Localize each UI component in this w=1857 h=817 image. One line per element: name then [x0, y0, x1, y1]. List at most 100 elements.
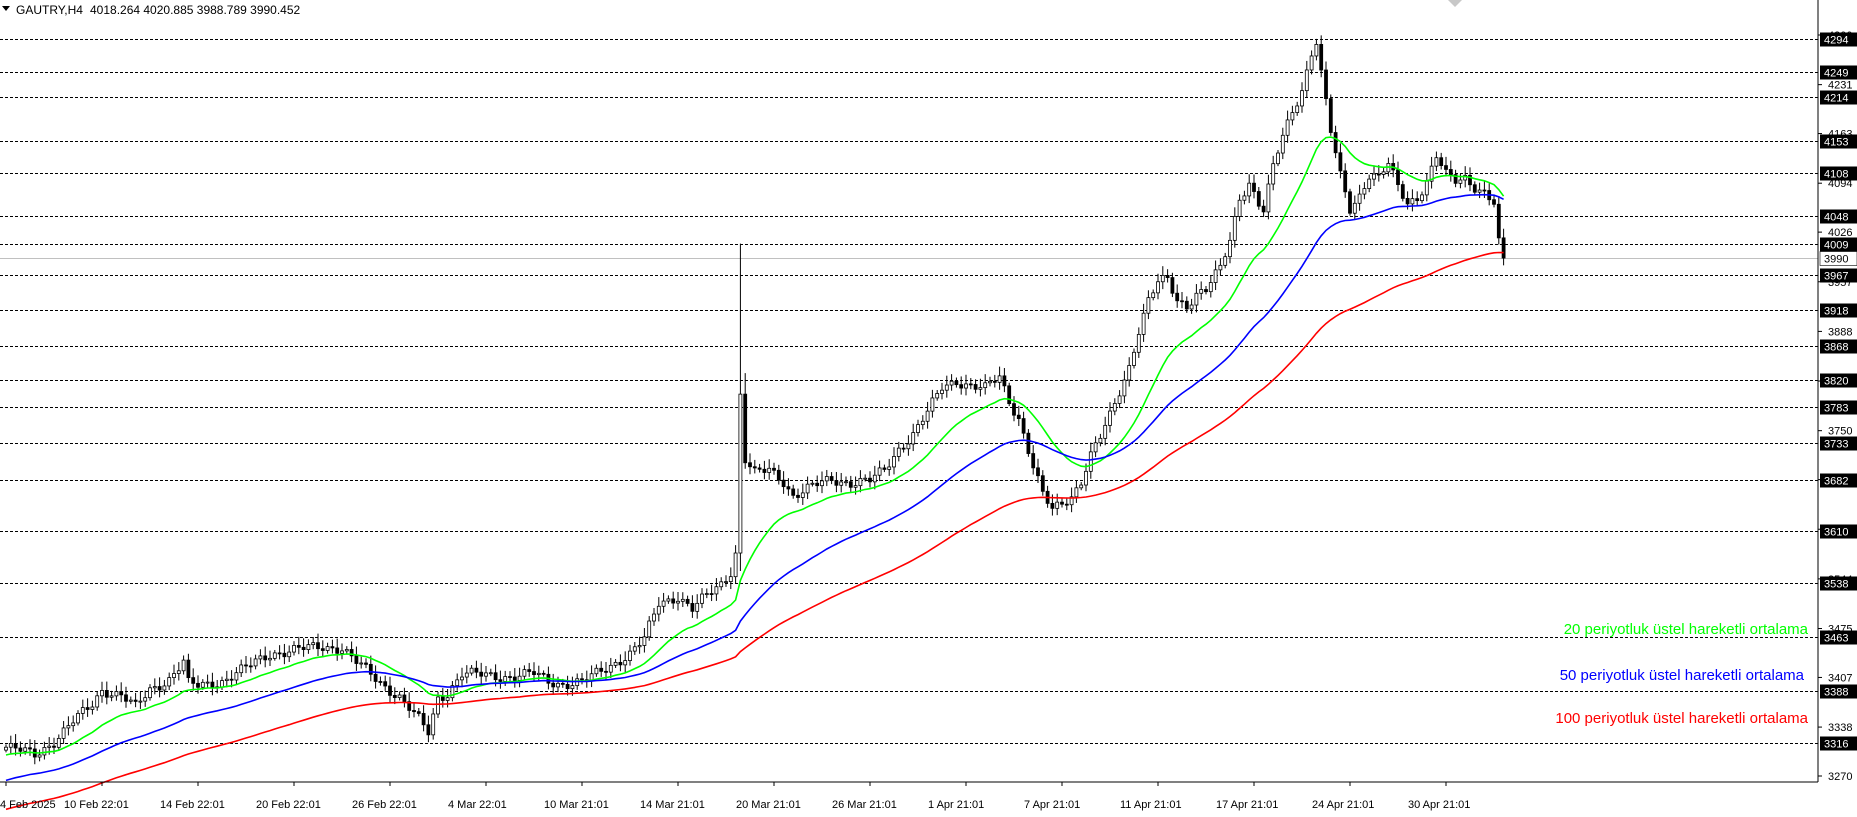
price-tick-label: 3750	[1828, 426, 1852, 438]
candle-body	[431, 713, 436, 736]
candle-body	[637, 645, 642, 648]
level-badge	[1820, 473, 1857, 488]
candle-body	[220, 680, 224, 688]
time-tick-label: 24 Apr 21:01	[1312, 799, 1374, 811]
candle-body	[1266, 183, 1271, 213]
candle-body	[114, 691, 119, 697]
dropdown-triangle-icon[interactable]	[2, 6, 10, 11]
candle-body	[820, 480, 824, 487]
level-badge-label: 3733	[1824, 439, 1848, 451]
candle-body	[368, 663, 373, 675]
candle-body	[983, 382, 988, 389]
candle-body	[1156, 281, 1160, 294]
time-tick-label: 26 Feb 22:01	[352, 799, 417, 811]
level-badge	[1820, 576, 1857, 591]
candle-body	[229, 678, 234, 681]
candle-body	[383, 681, 388, 687]
candle-body	[1482, 189, 1487, 192]
candle-body	[608, 664, 613, 673]
candle-body	[13, 743, 18, 749]
candle-body	[570, 685, 575, 690]
candle-body	[1232, 216, 1237, 241]
candle-body	[1175, 292, 1180, 302]
candle-body	[311, 642, 316, 646]
candle-body	[858, 478, 863, 487]
candle-body	[349, 649, 354, 657]
candle-body	[954, 380, 959, 386]
candle-body	[863, 477, 868, 480]
candle-body	[402, 694, 407, 703]
level-badge-label: 3316	[1824, 739, 1848, 751]
price-tick-label: 3888	[1828, 326, 1852, 338]
candle-body	[90, 706, 95, 710]
level-badge-label: 4048	[1824, 212, 1848, 224]
candle-body	[992, 380, 997, 383]
candle-body	[1012, 403, 1016, 416]
candle-body	[416, 711, 421, 714]
candle-body	[796, 494, 800, 498]
level-badge	[1820, 65, 1857, 80]
candle-body	[1040, 475, 1045, 492]
candle-body	[335, 647, 340, 654]
candle-body	[1228, 239, 1232, 258]
candle-body	[4, 746, 8, 751]
candle-body	[109, 695, 114, 698]
candle-body	[704, 593, 709, 595]
level-badge	[1820, 237, 1857, 252]
candle-body	[224, 678, 229, 681]
candle-body	[143, 697, 148, 702]
candle-body	[138, 700, 143, 703]
time-tick-label: 11 Apr 21:01	[1120, 799, 1182, 811]
candle-body	[517, 675, 522, 681]
candle-body	[618, 661, 623, 666]
candle-body	[623, 660, 628, 666]
candle-body	[421, 713, 426, 726]
legend-ema100: 100 periyotluk üstel hareketli ortalama	[1555, 710, 1808, 727]
candle-body	[378, 681, 383, 683]
candle-body	[1501, 237, 1506, 259]
level-badge	[1820, 90, 1857, 105]
scroll-marker-icon[interactable]	[1448, 0, 1462, 7]
legend-ema50: 50 periyotluk üstel hareketli ortalama	[1560, 667, 1805, 684]
candle-body	[1021, 418, 1026, 434]
plot-area[interactable]	[4, 35, 1506, 765]
candle-body	[666, 598, 671, 602]
candle-body	[61, 727, 66, 739]
time-tick-label: 20 Feb 22:01	[256, 799, 321, 811]
level-badge-label: 4153	[1824, 137, 1848, 149]
candle-body	[1112, 403, 1117, 412]
candle-body	[1256, 191, 1261, 207]
time-tick-label: 26 Mar 21:01	[832, 799, 897, 811]
candle-body	[292, 645, 296, 653]
candle-body	[1434, 157, 1439, 167]
candle-body	[71, 722, 76, 727]
candle-body	[56, 738, 61, 748]
chart-header[interactable]: GAUTRY,H4 4018.264 4020.885 3988.789 399…	[2, 3, 301, 17]
candle-body	[916, 424, 920, 433]
candle-body	[191, 677, 196, 684]
candle-body	[935, 393, 940, 399]
price-tick-label: 3338	[1828, 722, 1852, 734]
candle-body	[1357, 193, 1362, 204]
candle-body	[536, 672, 541, 675]
time-axis: 4 Feb 2025 10 Feb 22:01 14 Feb 22:01 20 Feb…	[0, 781, 1818, 811]
candle-body	[488, 672, 493, 675]
candle-body	[1098, 437, 1103, 444]
candle-body	[239, 664, 244, 674]
candle-body	[532, 671, 536, 675]
candle-body	[1093, 442, 1098, 453]
candle-body	[652, 613, 656, 622]
candle-body	[287, 651, 292, 658]
level-badge-label: 3388	[1824, 687, 1848, 699]
candle-body	[834, 480, 839, 486]
candle-body	[959, 384, 964, 389]
candle-body	[1108, 410, 1112, 426]
candle-body	[892, 456, 896, 468]
candle-body	[1170, 277, 1175, 294]
candle-body	[786, 486, 791, 490]
time-tick-label: 10 Feb 22:01	[64, 799, 129, 811]
candle-body	[1333, 132, 1338, 154]
price-tick-label: 3407	[1828, 672, 1852, 684]
candle-body	[186, 659, 191, 679]
